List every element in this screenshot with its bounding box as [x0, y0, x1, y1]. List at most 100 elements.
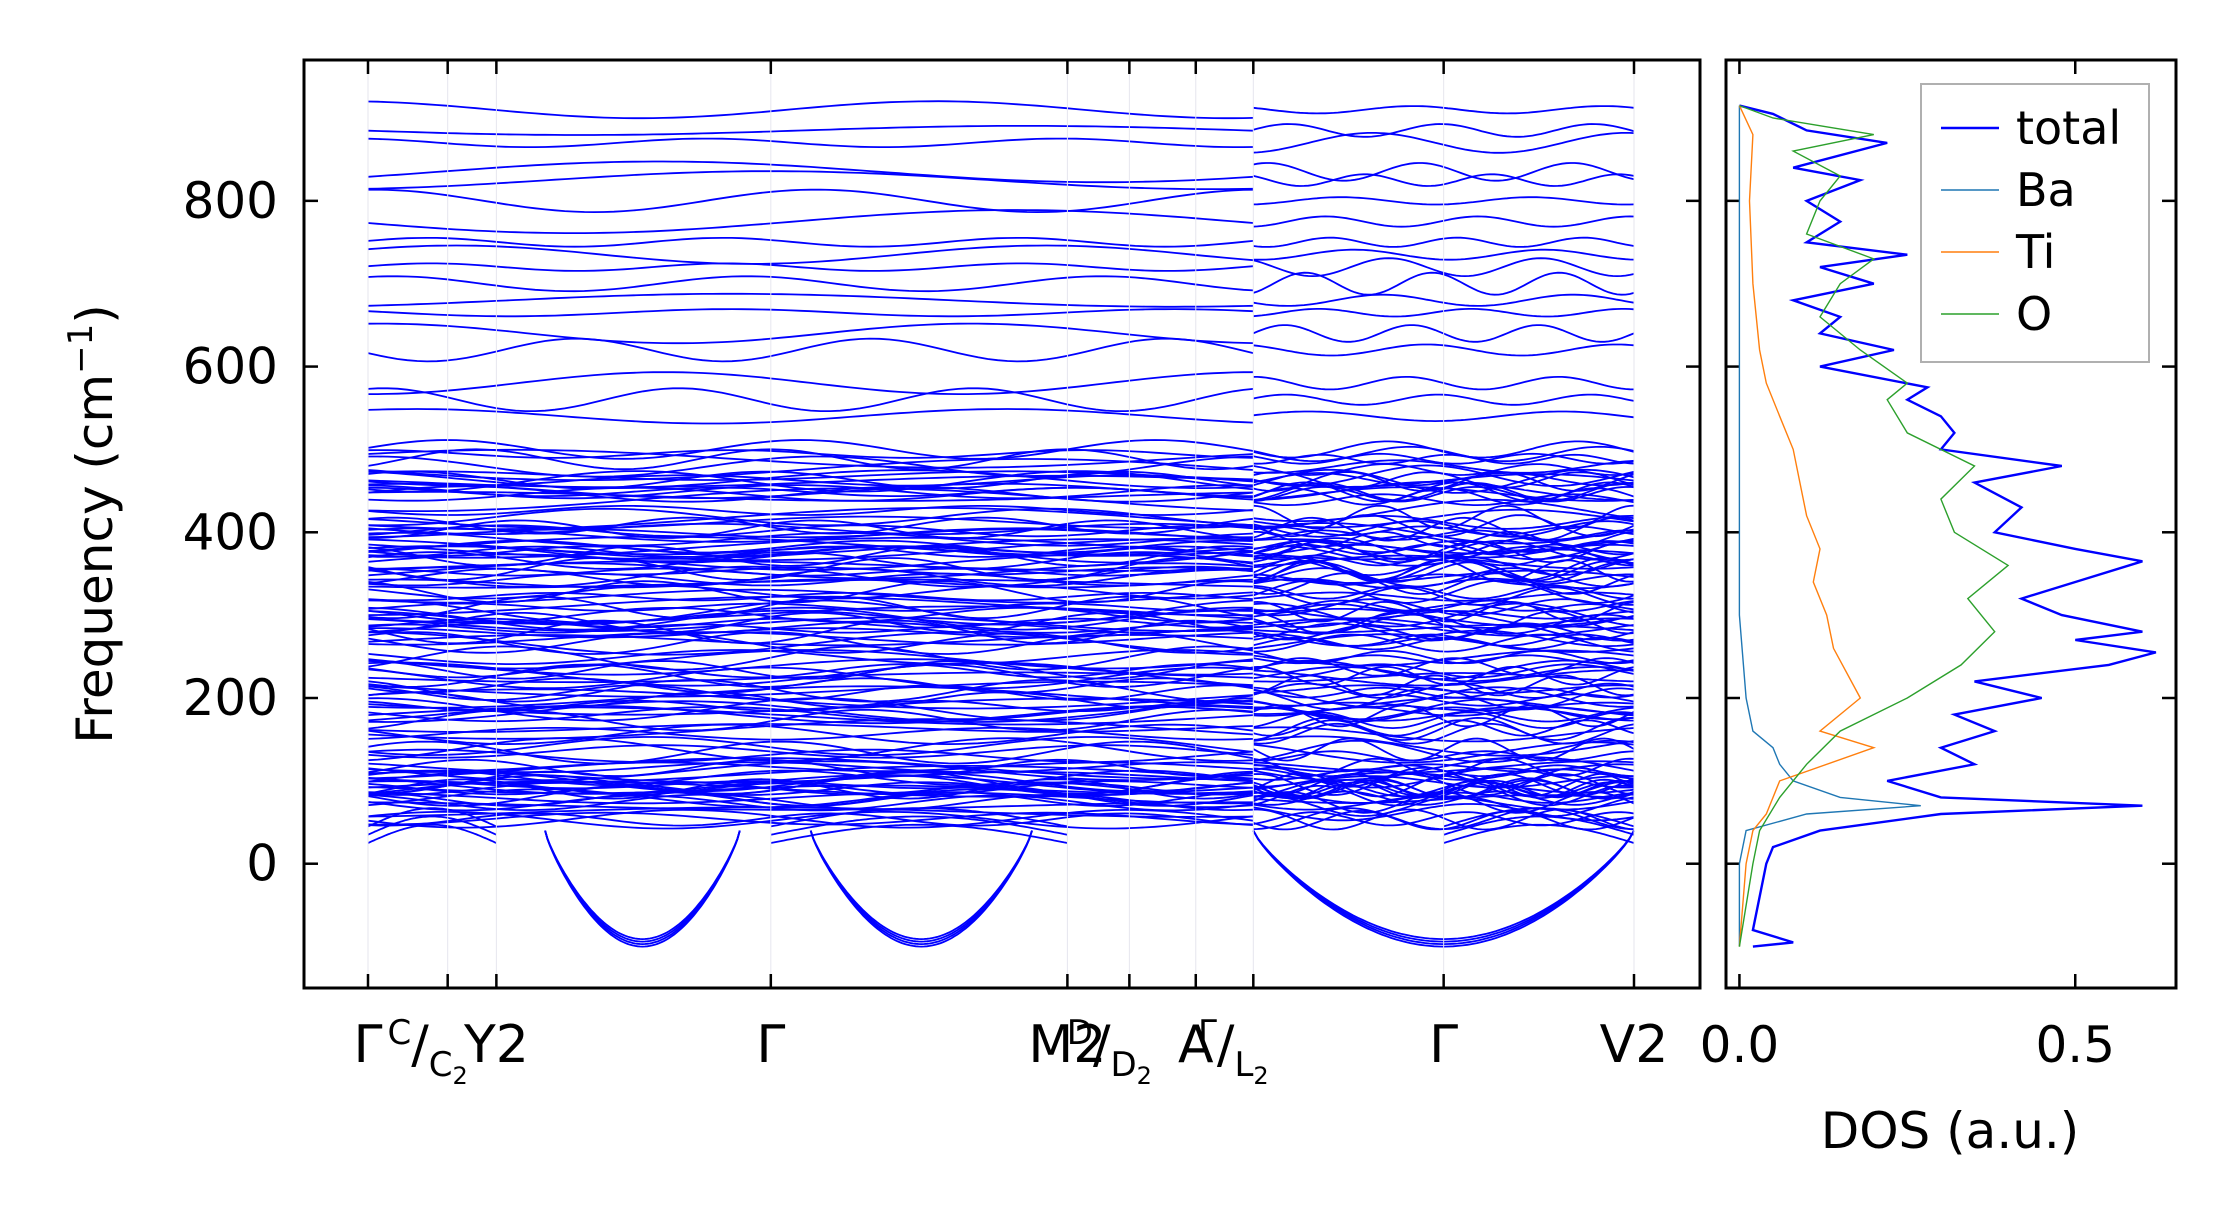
band-line [367, 486, 1254, 502]
band-line [367, 806, 1254, 818]
band-line [367, 505, 1254, 516]
band-line [367, 538, 1254, 560]
band-line [367, 595, 1254, 617]
band-line [367, 567, 1254, 577]
band-line [368, 371, 1254, 395]
band-line [367, 591, 1254, 602]
band-line [367, 532, 1254, 547]
band-line [367, 545, 1254, 564]
band-line [367, 448, 1254, 469]
kpoint-label: Γ [354, 1015, 383, 1075]
acoustic-branch [770, 823, 1068, 844]
band-line [367, 170, 1254, 190]
band-y-ticks: 0 200 400 600 800 [183, 172, 2176, 893]
band-line [367, 718, 1254, 740]
band-line [367, 660, 1254, 680]
band-line [367, 760, 1254, 781]
legend-label: Ba [2016, 163, 2076, 217]
band-line [367, 515, 1254, 529]
band-panel-frame [302, 58, 1702, 990]
dos-x-tick-label: 0.0 [1700, 1016, 1780, 1074]
band-line [367, 585, 1254, 600]
band-line [367, 137, 1254, 148]
band-line [367, 337, 1254, 363]
band-line [367, 699, 1254, 712]
band-line [367, 691, 1254, 709]
kpoint-dividers [367, 60, 1635, 988]
band-line [367, 602, 1254, 612]
acoustic-branch [1443, 807, 1635, 828]
band-line [368, 599, 1254, 624]
band-line [367, 801, 1254, 811]
band-line [367, 125, 1254, 136]
band-line [367, 757, 1254, 780]
acoustic-branch [367, 807, 497, 828]
y-tick-label: 800 [183, 172, 278, 230]
acoustic-branch [1443, 815, 1635, 836]
kpoint-label: Γ [756, 1015, 785, 1075]
band-line [367, 458, 1254, 481]
acoustic-branch [367, 823, 497, 844]
band-line [367, 209, 1254, 234]
kpoint-label: D/D2 [1067, 1013, 1152, 1090]
band-line [367, 791, 1254, 805]
band-line [367, 100, 1254, 120]
band-line [367, 536, 1254, 559]
band-line [367, 631, 1254, 646]
band-line [367, 557, 1254, 581]
kpoint-label: V2 [1600, 1015, 1669, 1075]
band-line [367, 275, 1254, 293]
kpoint-label: Γ/L2 [1198, 1013, 1269, 1090]
band-line [367, 761, 1254, 774]
band-line [367, 606, 1254, 631]
band-line [367, 439, 1254, 460]
band-line [367, 292, 1254, 308]
band-line [367, 784, 1254, 807]
band-line [367, 631, 1254, 656]
legend-label: Ti [2015, 225, 2055, 279]
band-y-axis-label: Frequency (cm−1) [61, 304, 124, 744]
dos-x-axis-label: DOS (a.u.) [1821, 1102, 2080, 1160]
soft-mode-branch [809, 830, 1033, 941]
band-line [367, 506, 1254, 531]
dos-lines [1738, 104, 2157, 948]
band-line [367, 484, 1254, 500]
band-line [368, 455, 1254, 478]
band-line [367, 237, 1254, 248]
band-line [367, 322, 1254, 345]
y-tick-label: 0 [246, 835, 278, 893]
band-line [367, 588, 1254, 604]
band-line [367, 578, 1254, 589]
kpoint-label: Y2 [463, 1015, 529, 1075]
band-line [367, 485, 1254, 503]
band-lines [367, 100, 1635, 948]
band-line [367, 678, 1254, 703]
dos-x-tick-label: 0.5 [2035, 1016, 2115, 1074]
band-line [367, 649, 1254, 670]
band-line [367, 308, 1254, 318]
band-line [367, 811, 1254, 830]
band-line [367, 727, 1254, 741]
y-tick-label: 400 [183, 503, 278, 561]
band-line [367, 160, 1254, 184]
band-line [367, 723, 1254, 733]
band-line [367, 781, 1254, 796]
band-line [367, 808, 1254, 829]
soft-mode-branch [544, 830, 741, 941]
band-line [367, 737, 1254, 762]
band-line [367, 723, 1254, 746]
band-line [367, 578, 1254, 589]
band-line [367, 677, 1254, 694]
dos-legend: total Ba Ti O [1920, 83, 2150, 363]
band-line [367, 774, 1254, 795]
band-line [367, 649, 1254, 665]
acoustic-branch [770, 807, 1068, 828]
legend-label: O [2016, 287, 2052, 341]
band-line [367, 706, 1254, 726]
band-line [367, 507, 1254, 527]
band-line [367, 408, 1254, 425]
band-line [367, 572, 1254, 587]
acoustic-branch [770, 815, 1068, 836]
